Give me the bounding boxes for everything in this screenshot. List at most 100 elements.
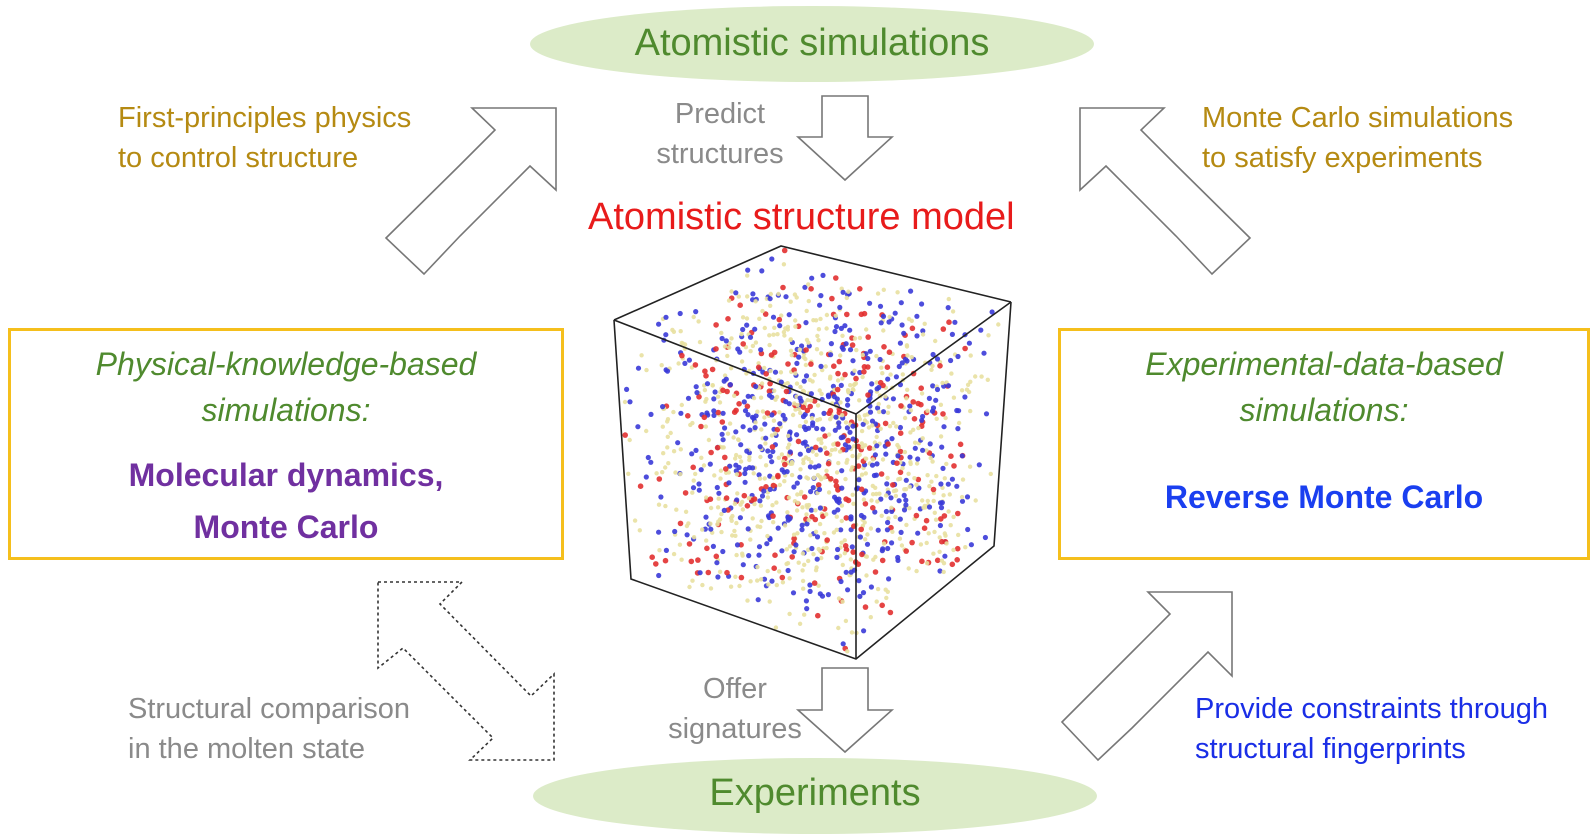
atom [793, 371, 798, 376]
atom [663, 547, 669, 553]
atom [835, 370, 841, 377]
atom [857, 398, 862, 403]
atom [881, 328, 886, 333]
atom [944, 461, 949, 467]
atom [876, 401, 881, 407]
atom [756, 361, 761, 366]
atom [831, 394, 837, 400]
atom [817, 505, 823, 511]
atom [715, 574, 721, 580]
atom [787, 576, 792, 581]
atom [788, 299, 793, 304]
atom [632, 518, 638, 523]
atom [793, 324, 798, 329]
atom [777, 323, 783, 329]
atom [783, 399, 789, 405]
atom [903, 548, 909, 554]
atom [888, 372, 893, 377]
atom [881, 541, 887, 546]
atom [758, 347, 764, 353]
monte-carlo-simulations-label: Monte Carlo simulations to satisfy exper… [1202, 102, 1514, 174]
atom [806, 340, 811, 345]
atom [962, 394, 968, 400]
atom [847, 429, 853, 435]
atom [815, 333, 820, 339]
atom [885, 376, 891, 382]
atom [840, 289, 846, 295]
atom [758, 503, 764, 508]
atom [722, 425, 728, 431]
atom [920, 498, 925, 503]
atom [890, 482, 896, 488]
atom [707, 461, 713, 467]
atom [865, 532, 870, 537]
atom [822, 531, 827, 536]
atom [777, 569, 782, 574]
atom [886, 516, 891, 521]
atom [870, 505, 876, 511]
atom [898, 300, 904, 306]
atom [962, 345, 968, 352]
atom [718, 476, 723, 481]
atom [973, 374, 978, 379]
atom [795, 492, 800, 497]
atom [740, 315, 746, 320]
atom [874, 353, 879, 359]
atom [889, 505, 894, 510]
atom [951, 514, 956, 520]
atom [804, 308, 809, 314]
atom [733, 429, 739, 435]
atom [896, 445, 901, 450]
atom [862, 418, 868, 423]
atom [755, 524, 760, 529]
atom [862, 604, 869, 610]
atom [870, 457, 876, 462]
atom [899, 322, 905, 328]
atom [775, 472, 781, 479]
atom [726, 480, 732, 486]
atom [863, 537, 868, 542]
atom [872, 452, 878, 458]
atom [941, 493, 946, 498]
atomistic-simulations-label: Atomistic simulations [634, 22, 990, 64]
atom [928, 455, 933, 461]
atom [750, 516, 755, 521]
atom [768, 368, 773, 374]
atom [834, 386, 841, 393]
atom [684, 532, 690, 538]
atom [868, 584, 874, 590]
atom [941, 569, 946, 575]
atom [840, 376, 845, 381]
atom [869, 462, 876, 468]
atom [933, 397, 939, 403]
atom [664, 368, 671, 374]
atom [783, 388, 790, 395]
atom [705, 569, 712, 576]
atom [979, 374, 984, 379]
atom [698, 467, 704, 473]
atom [672, 528, 678, 535]
atom [779, 313, 784, 318]
atom [878, 426, 883, 431]
atom [826, 394, 832, 400]
atom [946, 319, 952, 325]
atom [780, 580, 786, 585]
atom [959, 388, 965, 393]
atom [721, 507, 727, 513]
atom [778, 379, 784, 385]
atom [720, 410, 726, 416]
atom [759, 518, 764, 524]
atom [658, 494, 664, 500]
atom [738, 459, 744, 464]
atom [909, 325, 916, 332]
atom [785, 567, 791, 574]
atom [946, 509, 951, 514]
atom [964, 387, 970, 392]
atom [727, 463, 733, 469]
atom [900, 466, 905, 471]
atom [736, 401, 742, 407]
atom [937, 522, 943, 529]
atom [833, 275, 839, 281]
atom [761, 576, 768, 582]
atom [906, 566, 911, 571]
